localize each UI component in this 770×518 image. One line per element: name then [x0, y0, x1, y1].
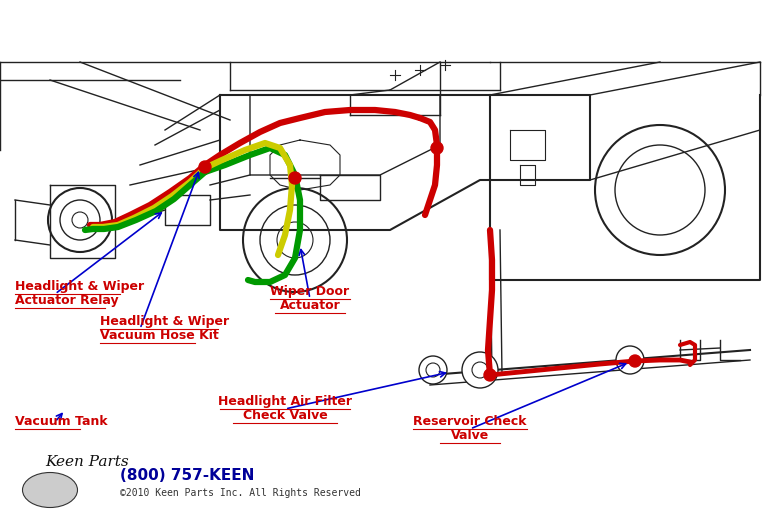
- Circle shape: [616, 346, 644, 374]
- Text: Actuator Relay: Actuator Relay: [15, 294, 119, 307]
- Circle shape: [629, 355, 641, 367]
- Text: Headlight & Wiper: Headlight & Wiper: [100, 315, 229, 328]
- Text: Headlight Air Filter: Headlight Air Filter: [218, 395, 352, 408]
- Text: Wiper Door: Wiper Door: [270, 285, 350, 298]
- Text: Vacuum Hose Kit: Vacuum Hose Kit: [100, 329, 219, 342]
- Circle shape: [484, 369, 496, 381]
- Text: Headlight & Wiper: Headlight & Wiper: [15, 280, 144, 293]
- Ellipse shape: [22, 472, 78, 508]
- Text: ©2010 Keen Parts Inc. All Rights Reserved: ©2010 Keen Parts Inc. All Rights Reserve…: [120, 488, 361, 498]
- Text: Reservoir Check: Reservoir Check: [413, 415, 527, 428]
- Circle shape: [419, 356, 447, 384]
- Circle shape: [426, 363, 440, 377]
- Text: Valve: Valve: [451, 429, 489, 442]
- Circle shape: [289, 172, 301, 184]
- Text: Vacuum Tank: Vacuum Tank: [15, 415, 108, 428]
- Text: Keen Parts: Keen Parts: [45, 455, 129, 469]
- Circle shape: [199, 161, 211, 173]
- Text: Check Valve: Check Valve: [243, 409, 327, 422]
- Text: (800) 757-KEEN: (800) 757-KEEN: [120, 468, 254, 483]
- Circle shape: [431, 142, 443, 154]
- Text: Actuator: Actuator: [280, 299, 340, 312]
- Circle shape: [472, 362, 488, 378]
- Circle shape: [462, 352, 498, 388]
